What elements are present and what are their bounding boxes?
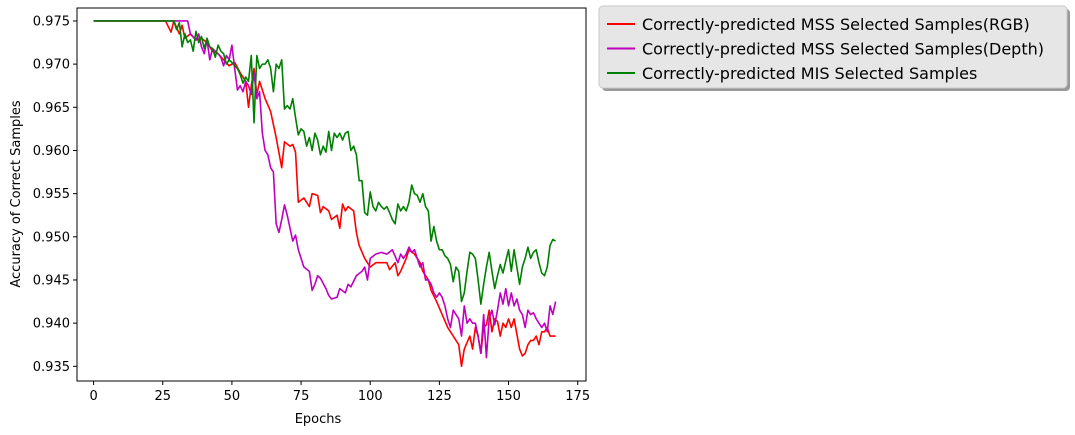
x-tick-label: 25 [154, 389, 171, 404]
x-tick-label: 50 [224, 389, 241, 404]
legend-label-2: Correctly-predicted MSS Selected Samples… [642, 40, 1044, 59]
plot-frame [76, 7, 587, 382]
legend: Correctly-predicted MSS Selected Samples… [598, 5, 1070, 91]
y-axis-ticks: 0.935 0.940 0.945 0.950 0.955 0.960 0.965 0.970… [33, 14, 77, 375]
series-line-2 [93, 20, 557, 359]
y-tick-label: 0.975 [33, 14, 70, 29]
y-tick-label: 0.940 [33, 317, 70, 332]
y-tick-label: 0.965 [33, 101, 70, 116]
x-tick-label: 75 [293, 389, 310, 404]
y-axis-label: Accuracy of Correct Samples [9, 100, 24, 287]
y-tick-label: 0.950 [33, 230, 70, 245]
y-tick-label: 0.960 [33, 144, 70, 159]
legend-entries: Correctly-predicted MSS Selected Samples… [607, 15, 1044, 83]
legend-label-3: Correctly-predicted MIS Selected Samples [642, 64, 977, 83]
y-tick-label: 0.970 [33, 58, 70, 73]
series-line-3 [93, 20, 556, 305]
series-lines [93, 20, 557, 368]
x-tick-label: 0 [89, 389, 97, 404]
legend-label-1: Correctly-predicted MSS Selected Samples… [642, 15, 1030, 34]
x-tick-label: 100 [358, 389, 383, 404]
x-tick-label: 175 [565, 389, 590, 404]
series-line-1 [93, 20, 556, 368]
x-tick-label: 150 [496, 389, 521, 404]
y-tick-label: 0.945 [33, 273, 70, 288]
x-tick-label: 125 [427, 389, 452, 404]
x-axis-label: Epochs [295, 412, 342, 427]
legend-box [598, 5, 1068, 89]
y-tick-label: 0.935 [33, 360, 70, 375]
plot-area [77, 8, 586, 381]
y-tick-label: 0.955 [33, 187, 70, 202]
x-axis-ticks: 0 25 50 75 100 125 150 175 [89, 381, 590, 404]
